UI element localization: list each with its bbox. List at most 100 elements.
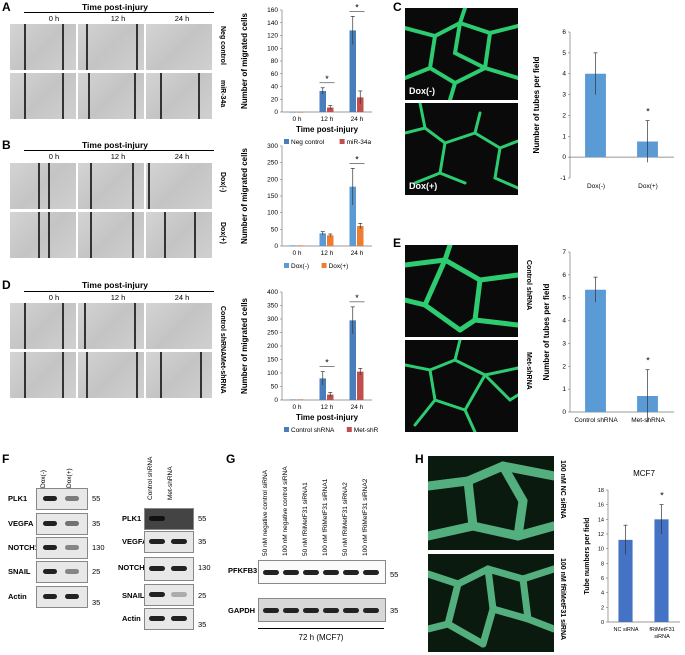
g-lane-5: 50 nM fRiMetF31 siRNA2	[342, 482, 349, 556]
b-row-label-2: Dox(+)	[219, 222, 226, 244]
f-left-prot-5: Actin	[8, 592, 27, 601]
chart-h: MCF7 0 2 4 6 8 10 12 14 16 18 Tube numbers per fiel…	[580, 460, 684, 655]
f-left-blot-1	[36, 488, 88, 510]
chart-svg-d: 0 50 100 150 200 250 300 350 400 Number of migrat…	[240, 289, 388, 434]
panel-label-f: F	[2, 452, 10, 466]
chart-b-xtick-1: 12 h	[321, 250, 334, 257]
d-row-label-2: Met-shRNA	[219, 356, 226, 394]
chart-e-xtick-1: Met-shRNA	[631, 417, 665, 424]
chart-d-ytick-3: 150	[267, 357, 278, 364]
chart-c-ytick-4: 3	[562, 92, 566, 99]
d-img-r1-c2	[78, 303, 144, 349]
chart-a-ylabel: Number of migrated cells	[240, 12, 249, 109]
d-img-r2-c2	[78, 352, 144, 398]
f-right-prot-3: NOTCH1	[118, 563, 149, 572]
b-header: Time post-injury	[82, 140, 148, 150]
chart-d-bar-1-1	[327, 394, 334, 400]
chart-d-legend-swatch-0	[284, 427, 289, 432]
g-lane-1: 50 nM negative control siRNA	[262, 470, 269, 556]
d-tp-0: 0 h	[48, 293, 60, 302]
g-lane-6: 100 nM fRiMetF31 siRNA2	[362, 478, 369, 556]
b-row-label-1: Dox(-)	[219, 172, 226, 193]
chart-h-title: MCF7	[633, 469, 655, 478]
f-right-mw-1: 55	[198, 514, 207, 523]
f-left-lane-2: Dox(+)	[66, 468, 73, 488]
chart-b-xtick-0: 0 h	[292, 250, 301, 257]
chart-a-ytick-4: 80	[271, 58, 279, 65]
panel-label-c: C	[393, 0, 402, 14]
a-tp-1: 12 h	[110, 14, 126, 23]
panel-label-e: E	[393, 236, 402, 250]
f-right-mw-2: 35	[198, 537, 207, 546]
chart-b-legend-1: Dox(+)	[329, 263, 349, 270]
chart-a-ytick-8: 160	[267, 7, 278, 14]
chart-svg-a: 0 20 40 60 80 100 120 140 160 Number of migrated …	[240, 2, 372, 146]
chart-h-ytick-1: 2	[601, 605, 604, 611]
f-right-blot-4	[144, 584, 194, 606]
f-left-prot-1: PLK1	[8, 494, 28, 503]
f-left-blot-4	[36, 561, 88, 583]
chart-b-legend-swatch-1	[321, 263, 327, 268]
b-img-r1-c3	[146, 163, 212, 209]
f-right-prot-5: Actin	[122, 614, 141, 623]
e-tube-img-1	[405, 245, 518, 337]
chart-a-bar-1-0	[319, 90, 326, 112]
g-lane-4: 100 nM fRiMetF31 siRNA1	[322, 478, 329, 556]
chart-a-xtick-0: 0 h	[292, 116, 301, 123]
a-img-r1-c2	[78, 24, 144, 70]
panel-label-d: D	[2, 278, 11, 292]
f-left-mw-1: 55	[92, 494, 101, 503]
chart-d-ytick-8: 400	[267, 289, 278, 296]
chart-e: 0 1 2 3 4 5 6 7 Number of tubes per field Control…	[540, 236, 680, 441]
panel-label-b: B	[2, 138, 11, 152]
g-blot-1	[258, 560, 386, 584]
chart-d-bar-0-0	[289, 399, 296, 400]
chart-a-sig-1: *	[325, 74, 329, 84]
chart-h-xtick-1: fRiMetF31 siRNA	[649, 627, 674, 640]
chart-h-ytick-0: 0	[601, 620, 604, 626]
chart-a-bar-1-1	[327, 107, 334, 112]
chart-h-bar-1-0	[654, 519, 669, 622]
panel-label-a: A	[2, 0, 11, 14]
chart-c-xtick-0: Dox(-)	[587, 183, 605, 190]
chart-b: 0 50 100 150 200 250 300 Number of migrated cel…	[238, 138, 378, 283]
chart-h-bar-0-0	[618, 539, 633, 622]
chart-c-ytick-5: 4	[562, 71, 566, 78]
chart-c-ytick-2: 1	[562, 133, 566, 140]
b-img-r2-c3	[146, 212, 212, 258]
b-img-r2-c1	[10, 212, 76, 258]
g-prot-1: PFKFB3	[228, 566, 258, 575]
a-img-r1-c3	[146, 24, 212, 70]
f-right-mw-4: 25	[198, 591, 207, 600]
chart-d-legend-1: Met-shRNA	[354, 427, 378, 434]
chart-h-xtick-0: NC siRNA	[613, 627, 638, 633]
h-img-label-2: 100 nM fRiMetF31 siRNA	[559, 558, 566, 641]
chart-b-legend-swatch-0	[284, 263, 289, 268]
chart-b-ytick-0: 0	[274, 243, 278, 250]
d-img-r2-c1	[10, 352, 76, 398]
chart-a-bar-2-0	[349, 30, 356, 112]
f-right-prot-4: SNAIL	[122, 591, 145, 600]
chart-h-ylabel: Tube numbers per field	[584, 518, 591, 595]
b-tp-0: 0 h	[48, 152, 60, 161]
chart-d-ytick-1: 50	[271, 384, 279, 391]
chart-b-bar-2-1	[357, 226, 364, 246]
f-left-mw-3: 130	[92, 543, 105, 552]
chart-d-xtick-2: 24 h	[351, 404, 364, 411]
a-header: Time post-injury	[82, 2, 148, 12]
chart-a-legend-0: Neg control	[291, 139, 325, 146]
chart-b-ytick-1: 50	[271, 226, 279, 233]
f-right-blot-5	[144, 608, 194, 630]
chart-b-ytick-5: 250	[267, 160, 278, 167]
a-row-label-1: Neg control	[219, 26, 226, 65]
chart-a-xlabel: Time post-injury	[296, 125, 359, 134]
chart-b-bar-0-0	[289, 245, 296, 246]
d-tp-2: 24 h	[174, 293, 190, 302]
chart-svg-b: 0 50 100 150 200 250 300 Number of migrated cel…	[240, 143, 372, 270]
g-mw-1: 55	[390, 570, 399, 579]
chart-h-ytick-2: 4	[601, 591, 604, 597]
chart-a-ytick-2: 40	[271, 84, 279, 91]
f-right-mw-5: 35	[198, 620, 207, 629]
chart-b-legend-0: Dox(-)	[291, 263, 309, 270]
d-tp-1: 12 h	[110, 293, 126, 302]
